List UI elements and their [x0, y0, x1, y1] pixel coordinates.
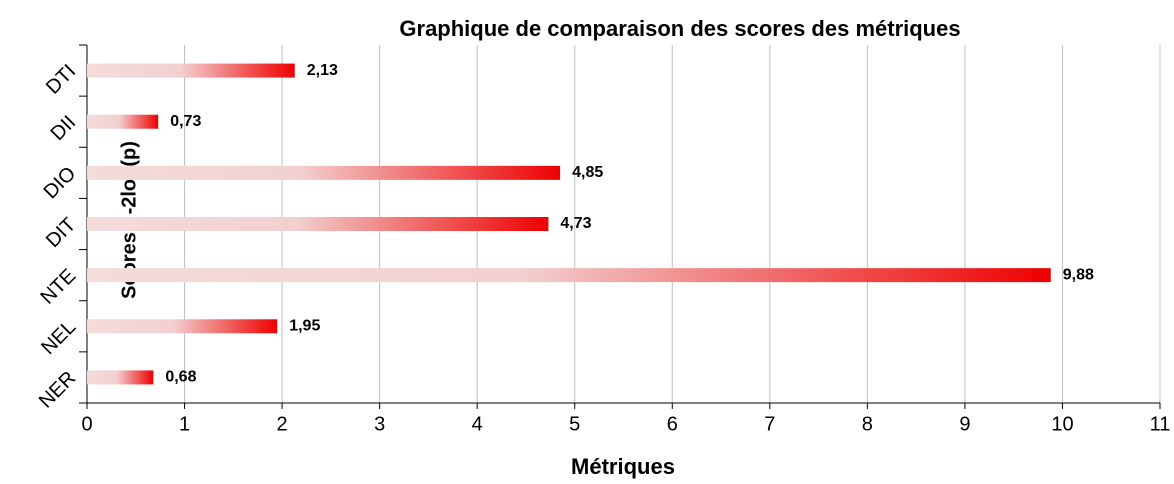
bar: [87, 370, 154, 385]
x-tick-label: 0: [81, 413, 92, 435]
bar: [87, 63, 295, 78]
x-tick-label: 3: [374, 413, 385, 435]
value-label: 1,95: [289, 318, 320, 335]
x-tick-label: 1: [179, 413, 190, 435]
bar: [87, 217, 549, 231]
y-tick-label: NTE: [36, 265, 80, 309]
value-label: 0,68: [165, 369, 196, 386]
x-tick-label: 2: [277, 413, 288, 435]
value-label: 0,73: [170, 113, 201, 130]
x-tick-label: 10: [1051, 413, 1073, 435]
y-tick-label: DIT: [42, 214, 80, 252]
bar: [87, 114, 159, 129]
bar: [87, 319, 278, 334]
bar: [87, 165, 561, 180]
y-tick-label: DII: [47, 111, 81, 145]
x-tick-label: 6: [667, 413, 678, 435]
value-label: 2,13: [307, 62, 338, 79]
x-tick-label: 5: [569, 413, 580, 435]
y-tick-label: DIO: [40, 163, 81, 204]
value-label: 9,88: [1063, 266, 1094, 283]
x-tick-label: 11: [1150, 413, 1171, 435]
x-tick-label: 9: [959, 413, 970, 435]
bar: [87, 268, 1051, 283]
x-tick-label: 4: [472, 413, 483, 435]
value-label: 4,73: [560, 215, 591, 232]
x-axis-label: Métriques: [571, 454, 675, 479]
y-tick-label: DTI: [42, 60, 80, 98]
chart-title: Graphique de comparaison des scores des …: [399, 16, 960, 41]
x-tick-label: 7: [764, 413, 775, 435]
y-tick-label: NER: [35, 367, 80, 412]
x-tick-label: 8: [862, 413, 873, 435]
y-tick-label: NEL: [37, 316, 80, 359]
value-label: 4,85: [572, 164, 603, 181]
